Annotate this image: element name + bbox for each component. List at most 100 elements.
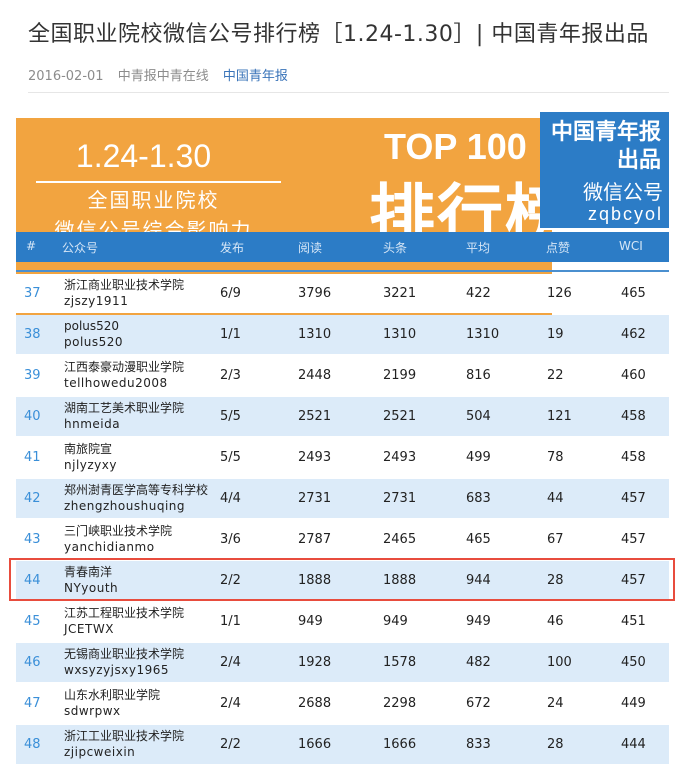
headline-cell: 1666 [383,737,417,752]
account-cell: 三门峡职业技术学院 yanchidianmo [64,523,172,555]
headline-cell: 2731 [383,491,417,506]
wci-cell: 458 [621,450,646,465]
reads-cell: 1310 [298,327,332,342]
account-name: 南旅院宣 [64,442,113,456]
account-cell: 浙江工业职业技术学院 zjipcweixin [64,728,184,760]
table-row: 46 无锡商业职业技术学院 wxsyzyjsxy1965 2/4 1928 1578 482… [16,643,669,682]
headline-cell: 1578 [383,655,417,670]
likes-cell: 126 [547,286,572,301]
rank-cell: 37 [24,286,41,301]
header-reads: 阅读 [298,241,323,255]
account-name: 浙江工业职业技术学院 [64,729,185,743]
account-cell: 浙江商业职业技术学院 zjszy1911 [64,277,184,309]
author: 中青报中青在线 [117,69,209,84]
rank-cell: 47 [24,696,41,711]
header-posts: 发布 [220,241,245,255]
headline-cell: 949 [383,614,408,629]
posts-cell: 4/4 [220,491,241,506]
account-id: polus520 [64,335,124,349]
table-row: 42 郑州澍青医学高等专科学校 zhengzhoushuqing 4/4 2731 273… [16,479,669,518]
reads-cell: 2787 [298,532,332,547]
wci-cell: 465 [621,286,646,301]
account-id: hnmeida [64,417,121,431]
posts-cell: 2/2 [220,737,241,752]
wci-cell: 457 [621,491,646,506]
account-cell: 青春南洋 NYyouth [64,564,118,596]
rank-cell: 43 [24,532,41,547]
account-id: tellhowedu2008 [64,376,168,390]
rank-cell: 42 [24,491,41,506]
rank-cell: 41 [24,450,41,465]
posts-cell: 2/2 [220,573,241,588]
table-header: # 公众号 发布 阅读 头条 平均 点赞 WCI [16,232,669,262]
rank-cell: 46 [24,655,41,670]
likes-cell: 67 [547,532,564,547]
posts-cell: 1/1 [220,327,241,342]
posts-cell: 2/3 [220,368,241,383]
posts-cell: 2/4 [220,655,241,670]
headline-cell: 2521 [383,409,417,424]
rank-cell: 44 [24,573,41,588]
headline-cell: 2298 [383,696,417,711]
header-rank: # [26,239,37,253]
headline-cell: 2199 [383,368,417,383]
account-cell: 湖南工艺美术职业学院 hnmeida [64,400,184,432]
average-cell: 499 [466,450,491,465]
average-cell: 482 [466,655,491,670]
account-name: polus520 [64,319,120,333]
account-name: 三门峡职业技术学院 [64,524,173,538]
source-link[interactable]: 中国青年报 [222,69,288,84]
meta-divider [28,92,669,93]
account-name: 郑州澍青医学高等专科学校 [64,483,209,497]
reads-cell: 2688 [298,696,332,711]
wci-cell: 449 [621,696,646,711]
header-wci: WCI [619,239,643,253]
headline-cell: 2493 [383,450,417,465]
likes-cell: 78 [547,450,564,465]
reads-cell: 2493 [298,450,332,465]
account-cell: 山东水利职业学院 sdwrpwx [64,687,160,719]
account-cell: 无锡商业职业技术学院 wxsyzyjsxy1965 [64,646,184,678]
headline-cell: 1888 [383,573,417,588]
wci-cell: 444 [621,737,646,752]
account-id: zhengzhoushuqing [64,499,185,513]
ranking-image: 1.24-1.30 全国职业院校 微信公号综合影响力 TOP 100 排行榜 中… [9,112,675,780]
banner-subtitle-1: 全国职业院校 [87,188,220,212]
average-cell: 683 [466,491,491,506]
posts-cell: 2/4 [220,696,241,711]
article-title: 全国职业院校微信公号排行榜［1.24-1.30］| 中国青年报出品 [28,22,649,47]
headline-cell: 2465 [383,532,417,547]
highlight-box [9,558,675,601]
account-name: 江西泰豪动漫职业学院 [64,360,185,374]
account-id: zjipcweixin [64,745,136,759]
article-meta: 2016-02-01 中青报中青在线 中国青年报 [28,65,298,84]
reads-cell: 949 [298,614,323,629]
table-row: 44 青春南洋 NYyouth 2/2 1888 1888 944 28 457 [16,561,669,600]
likes-cell: 22 [547,368,564,383]
publish-date: 2016-02-01 [28,69,104,84]
average-cell: 833 [466,737,491,752]
reads-cell: 2731 [298,491,332,506]
likes-cell: 121 [547,409,572,424]
account-cell: polus520 polus520 [64,318,123,350]
account-name: 山东水利职业学院 [64,688,161,702]
average-cell: 1310 [466,327,500,342]
table-row: 39 江西泰豪动漫职业学院 tellhowedu2008 2/3 2448 2199 816… [16,356,669,395]
banner-divider [36,181,281,183]
account-id: wxsyzyjsxy1965 [64,663,169,677]
wci-cell: 451 [621,614,646,629]
header-headline: 头条 [383,241,408,255]
publisher-badge: 中国青年报 出品 微信公号 zqbcyol [540,112,669,228]
badge-line-4: zqbcyol [587,204,663,224]
posts-cell: 1/1 [220,614,241,629]
likes-cell: 100 [547,655,572,670]
header-separator [16,270,669,272]
badge-line-2: 出品 [616,148,661,173]
wci-cell: 457 [621,573,646,588]
rank-cell: 38 [24,327,41,342]
badge-line-3: 微信公号 [583,180,663,204]
header-account: 公众号 [62,241,99,255]
posts-cell: 5/5 [220,450,241,465]
table-row: 40 湖南工艺美术职业学院 hnmeida 5/5 2521 2521 504 121 458 [16,397,669,436]
likes-cell: 46 [547,614,564,629]
